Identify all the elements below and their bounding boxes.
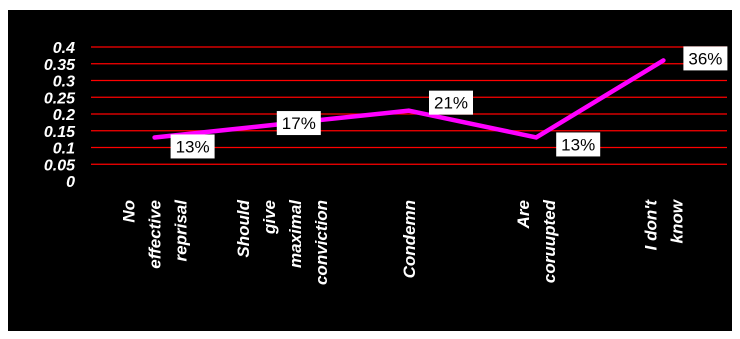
data-label-text: 21% (434, 94, 468, 113)
data-label-text: 13% (561, 135, 595, 154)
x-category-line: know (667, 198, 686, 243)
x-category-line: I don't (641, 199, 660, 251)
x-category-label: No effective reprisal (120, 199, 191, 269)
x-category-line: Condemn (400, 200, 419, 278)
y-tick-label: 0.25 (44, 90, 76, 107)
x-category-line: reprisal (172, 199, 191, 262)
data-label: 36% (683, 46, 728, 71)
chart-background (8, 10, 732, 331)
series-line-group (152, 58, 666, 140)
x-category-line: Are (514, 200, 533, 229)
chart-area: 0 0.05 0.1 0.15 0.2 0.25 0.3 0.35 0.4 No effectiv… (8, 10, 732, 331)
data-label: 17% (276, 111, 321, 136)
data-label: 13% (170, 134, 215, 159)
y-tick-label: 0.3 (53, 74, 75, 91)
data-label: 21% (429, 90, 473, 115)
data-label: 13% (556, 132, 601, 157)
data-label-box (683, 46, 728, 71)
x-category-line: coruupted (540, 199, 559, 283)
data-labels: 13% 17% 21% 13% 36% (170, 46, 728, 159)
y-tick-label: 0.35 (44, 57, 76, 74)
x-category-label: Should give maximal conviction (234, 199, 331, 285)
data-label-box (276, 111, 321, 136)
x-category-line: effective (146, 200, 165, 269)
y-tick-label: 0.2 (53, 107, 75, 124)
data-label-text: 13% (176, 137, 210, 156)
line-chart: 00.050.10.150.20.250.30.350.4 No effectiv… (8, 10, 732, 331)
y-tick-label: 0 (66, 174, 75, 191)
y-tick-label: 0.4 (53, 40, 75, 57)
data-label-box (170, 134, 215, 159)
y-tick-label: 0.05 (44, 157, 76, 174)
x-category-line: No (120, 200, 139, 223)
x-category-line: conviction (312, 200, 331, 285)
x-category-line: give (260, 200, 279, 235)
x-category-label: I don't know (641, 198, 686, 250)
y-tick-label: 0.15 (44, 124, 76, 141)
x-category-label: Are coruupted (514, 199, 559, 283)
x-category-line: Should (234, 199, 253, 257)
x-category-line: maximal (286, 199, 305, 268)
data-label-box (429, 90, 473, 115)
x-axis-categories: No effective reprisal Should give maximal conv… (120, 198, 687, 285)
y-axis-ticks: 00.050.10.150.20.250.30.350.4 (44, 40, 76, 191)
y-tick-label: 0.1 (53, 141, 75, 158)
data-label-text: 17% (282, 114, 316, 133)
data-label-box (556, 132, 601, 157)
data-label-text: 36% (688, 49, 722, 68)
series-line (152, 58, 666, 140)
x-category-label: Condemn (400, 200, 419, 278)
